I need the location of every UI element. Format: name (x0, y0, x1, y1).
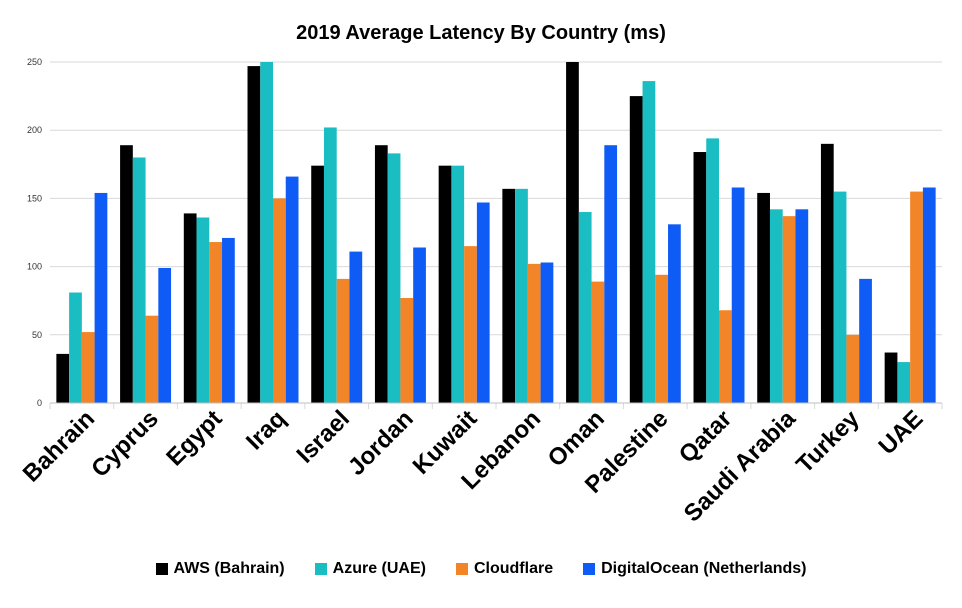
category-label: Turkey (791, 405, 865, 479)
bar-kuwait-digitalocean-netherlands (476, 202, 490, 403)
bar-bahrain-cloudflare (81, 332, 95, 403)
axes (49, 402, 943, 409)
bar-saudi-arabia-azure-uae (769, 209, 783, 403)
bar-lebanon-cloudflare (527, 263, 541, 403)
legend-label: DigitalOcean (Netherlands) (601, 560, 807, 577)
chart-title: 2019 Average Latency By Country (ms) (296, 22, 666, 44)
bar-egypt-digitalocean-netherlands (222, 237, 235, 403)
bar-qatar-cloudflare (719, 310, 732, 403)
bar-israel-aws-bahrain (311, 165, 324, 403)
bar-turkey-digitalocean-netherlands (859, 278, 872, 403)
bar-turkey-cloudflare (846, 334, 860, 403)
bar-bahrain-azure-uae (69, 292, 82, 403)
bar-iraq-digitalocean-netherlands (285, 176, 299, 403)
y-tick-label: 50 (32, 330, 42, 340)
bar-uae-aws-bahrain (884, 352, 898, 403)
bar-israel-cloudflare (336, 278, 350, 403)
bar-palestine-azure-uae (642, 81, 656, 403)
bar-qatar-digitalocean-netherlands (731, 187, 745, 403)
bar-oman-azure-uae (578, 212, 592, 403)
legend-label: Cloudflare (473, 560, 554, 577)
y-tick-label: 250 (27, 57, 42, 67)
y-tick-label: 200 (27, 125, 42, 135)
bar-saudi-arabia-aws-bahrain (757, 192, 770, 403)
bar-lebanon-azure-uae (515, 188, 528, 403)
bar-qatar-azure-uae (706, 138, 719, 403)
bar-egypt-azure-uae (196, 217, 210, 403)
legend-item: AWS (Bahrain) (155, 560, 285, 578)
category-label: Egypt (161, 405, 227, 471)
legend-swatch (455, 563, 468, 575)
bar-jordan-cloudflare (400, 297, 414, 403)
bar-uae-cloudflare (910, 191, 923, 403)
bar-israel-azure-uae (323, 127, 337, 404)
bar-cyprus-aws-bahrain (120, 145, 133, 404)
category-label: Cyprus (86, 405, 164, 483)
bar-kuwait-azure-uae (451, 165, 465, 403)
bar-israel-digitalocean-netherlands (349, 251, 363, 403)
bar-lebanon-digitalocean-netherlands (540, 262, 554, 403)
bar-egypt-cloudflare (209, 242, 223, 403)
bar-bahrain-digitalocean-netherlands (94, 192, 108, 403)
bars (56, 62, 936, 404)
bar-jordan-aws-bahrain (374, 145, 388, 404)
legend-label: AWS (Bahrain) (173, 560, 285, 577)
bar-turkey-azure-uae (833, 191, 847, 403)
bar-oman-digitalocean-netherlands (604, 145, 618, 404)
bar-palestine-digitalocean-netherlands (668, 224, 681, 403)
bar-palestine-cloudflare (655, 274, 669, 403)
bar-iraq-cloudflare (273, 198, 286, 403)
legend-item: Azure (UAE) (314, 560, 426, 578)
bar-oman-cloudflare (591, 281, 605, 403)
bar-palestine-aws-bahrain (629, 96, 643, 403)
legend-item: Cloudflare (455, 560, 554, 578)
category-label: Saudi Arabia (679, 405, 802, 528)
bar-oman-aws-bahrain (566, 62, 579, 403)
bar-uae-digitalocean-netherlands (922, 187, 936, 403)
y-tick-label: 0 (37, 398, 42, 408)
legend-item: DigitalOcean (Netherlands) (583, 560, 806, 578)
category-label: Bahrain (18, 405, 100, 487)
bar-saudi-arabia-cloudflare (782, 216, 796, 403)
bar-jordan-azure-uae (387, 153, 401, 403)
bar-kuwait-cloudflare (464, 246, 477, 403)
category-label: Iraq (241, 405, 291, 455)
bar-qatar-aws-bahrain (693, 152, 707, 403)
y-tick-labels: 0 50 100 150 200 250 (27, 57, 42, 408)
bar-egypt-aws-bahrain (183, 213, 197, 403)
category-label: UAE (873, 405, 928, 460)
bar-cyprus-cloudflare (145, 315, 159, 403)
bar-cyprus-digitalocean-netherlands (158, 267, 172, 403)
legend-label: Azure (UAE) (332, 560, 426, 577)
bar-lebanon-aws-bahrain (502, 188, 516, 403)
bar-jordan-digitalocean-netherlands (413, 247, 426, 403)
bar-uae-azure-uae (897, 362, 911, 403)
bar-kuwait-aws-bahrain (438, 165, 452, 403)
y-tick-label: 100 (27, 262, 42, 272)
bar-turkey-aws-bahrain (820, 143, 834, 403)
bar-cyprus-azure-uae (132, 157, 146, 403)
bar-iraq-azure-uae (260, 62, 273, 403)
legend-swatch (155, 563, 168, 575)
bar-bahrain-aws-bahrain (56, 353, 70, 403)
y-tick-label: 150 (27, 193, 42, 203)
bar-saudi-arabia-digitalocean-netherlands (795, 209, 809, 403)
legend-swatch (583, 563, 596, 575)
bar-iraq-aws-bahrain (247, 66, 261, 403)
legend: AWS (Bahrain) Azure (UAE) Cloudflare Digita… (0, 560, 962, 578)
category-label: Jordan (343, 405, 419, 481)
legend-swatch (314, 563, 327, 575)
